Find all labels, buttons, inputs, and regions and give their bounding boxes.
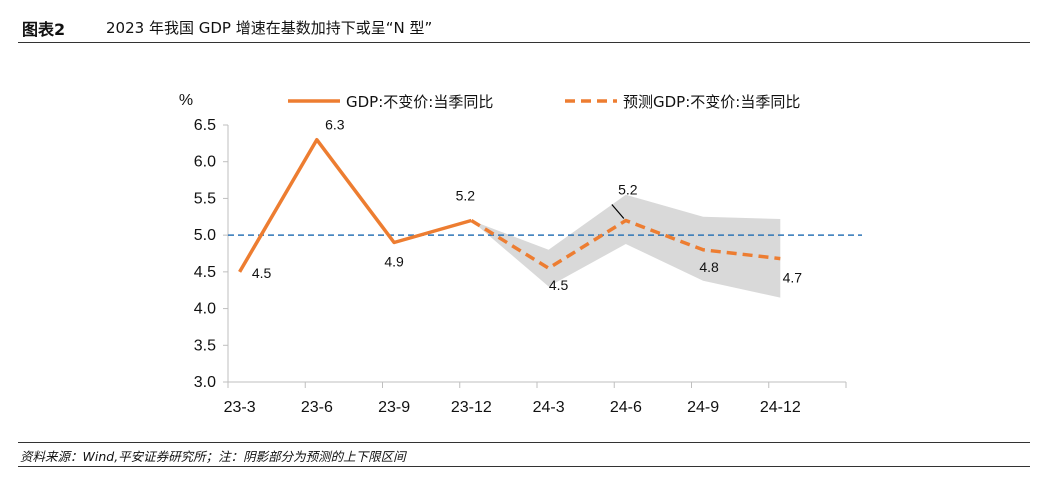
figure-footer: 资料来源：Wind,平安证券研究所；注：阴影部分为预测的上下限区间 <box>18 442 1030 467</box>
y-tick-label: 5.0 <box>194 227 216 244</box>
data-label: 4.5 <box>252 265 272 281</box>
figure-header: 图表2 2023 年我国 GDP 增速在基数加持下或呈“N 型” <box>18 14 1030 43</box>
series-layer <box>238 137 781 273</box>
data-label: 4.9 <box>384 253 404 269</box>
data-label: 4.8 <box>699 259 719 275</box>
x-tick-label: 23-9 <box>378 399 410 416</box>
x-tick-label: 24-12 <box>760 399 801 416</box>
series-line-forecast <box>470 218 781 270</box>
y-tick-label: 5.5 <box>194 190 216 207</box>
y-tick-label: 6.0 <box>194 154 216 171</box>
y-tick-label: 3.0 <box>194 374 216 391</box>
figure-number: 图表2 <box>22 20 66 39</box>
x-tick-label: 24-9 <box>687 399 719 416</box>
data-label-layer: 4.5 6.3 4.9 5.2 4.5 5.2 4.8 4.7 <box>252 117 802 293</box>
x-tick-label: 24-3 <box>533 399 565 416</box>
y-tick-label: 4.0 <box>194 301 216 318</box>
y-unit-label: % <box>179 92 193 109</box>
x-tick-label: 23-3 <box>224 399 256 416</box>
data-label: 5.2 <box>456 187 476 203</box>
data-label: 6.3 <box>325 117 345 133</box>
x-tick-label: 24-6 <box>610 399 642 416</box>
y-tick-label: 3.5 <box>194 337 216 354</box>
y-tick-label: 4.5 <box>194 264 216 281</box>
x-tick-label: 23-6 <box>301 399 333 416</box>
legend-label-forecast: 预测GDP:不变价:当季同比 <box>623 93 800 111</box>
y-tick-label: 6.5 <box>194 117 216 134</box>
source-note: 资料来源：Wind,平安证券研究所；注：阴影部分为预测的上下限区间 <box>20 449 406 464</box>
data-label: 5.2 <box>618 181 638 197</box>
series-line-actual <box>238 137 472 273</box>
legend-label-actual: GDP:不变价:当季同比 <box>346 93 493 111</box>
gdp-line-chart: 3.0 3.5 4.0 4.5 5.0 5.5 6.0 6.5% 23-3 23-6 23-9 23-… <box>179 92 862 416</box>
axes-layer: 3.0 3.5 4.0 4.5 5.0 5.5 6.0 6.5% 23-3 23-6 23-9 23-… <box>179 92 847 416</box>
forecast-band-layer <box>471 194 781 298</box>
figure-title: 2023 年我国 GDP 增速在基数加持下或呈“N 型” <box>106 19 433 37</box>
data-label: 4.5 <box>549 277 569 293</box>
data-label-leader-line <box>611 204 625 219</box>
data-label: 4.7 <box>783 270 803 286</box>
forecast-range-band <box>471 194 781 298</box>
x-tick-label: 23-12 <box>451 399 492 416</box>
legend: GDP:不变价:当季同比 预测GDP:不变价:当季同比 <box>288 93 800 111</box>
